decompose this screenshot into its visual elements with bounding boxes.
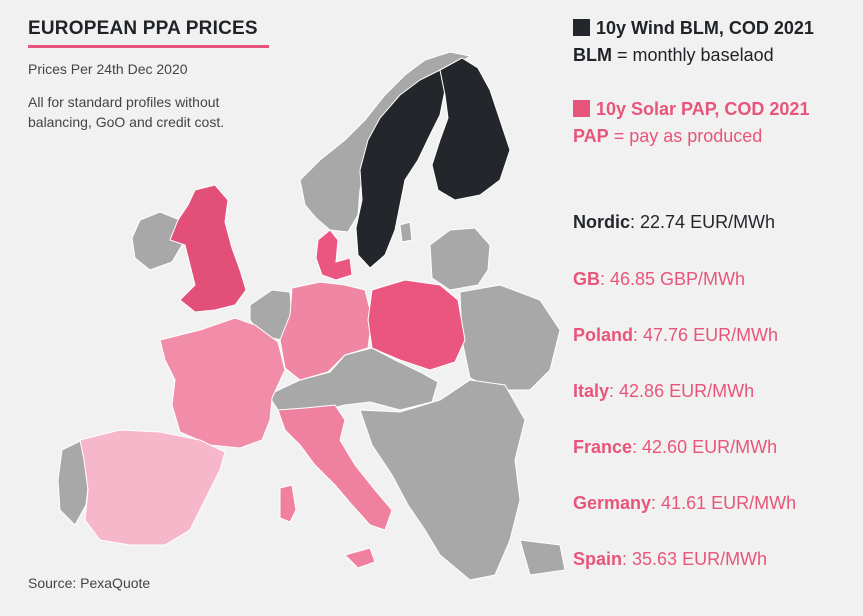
methodology-note: All for standard profiles without balanc… <box>28 94 225 130</box>
chart-title: EUROPEAN PPA PRICES <box>28 18 258 39</box>
price-value: : 42.60 EUR/MWh <box>632 437 778 457</box>
price-value: : 35.63 EUR/MWh <box>622 549 768 569</box>
wind-definition: = monthly baselaod <box>612 45 774 65</box>
solar-definition: = pay as produced <box>608 126 763 146</box>
wind-swatch <box>573 19 590 36</box>
region-spain <box>79 429 226 546</box>
subtitle: Prices Per 24th Dec 2020 <box>28 61 188 77</box>
price-spain: Spain: 35.63 EUR/MWh <box>573 549 767 570</box>
region-nordic <box>355 57 511 269</box>
region-sardinia <box>279 484 297 523</box>
price-nordic: Nordic: 22.74 EUR/MWh <box>573 212 775 233</box>
price-region: France <box>573 437 633 457</box>
solar-swatch <box>573 100 590 117</box>
price-gb: GB: 46.85 GBP/MWh <box>573 269 745 290</box>
other-countries <box>57 51 566 581</box>
region-germany <box>279 281 373 381</box>
price-region: GB <box>573 269 600 289</box>
region-france <box>159 317 286 449</box>
price-value: : 46.85 GBP/MWh <box>600 269 746 289</box>
region-gotland <box>399 221 413 243</box>
region-gb <box>169 184 247 313</box>
region-sicily <box>344 547 376 569</box>
region-baltics <box>429 227 491 291</box>
region-sweden <box>355 69 446 269</box>
region-italy <box>277 404 393 531</box>
region-poland <box>367 279 466 371</box>
region-finland <box>431 57 511 201</box>
region-east <box>459 284 561 391</box>
price-value: : 41.61 EUR/MWh <box>651 493 797 513</box>
wind-label: 10y Wind BLM, COD 2021 <box>596 18 814 38</box>
price-germany: Germany: 41.61 EUR/MWh <box>573 493 796 514</box>
solar-label: 10y Solar PAP, COD 2021 <box>596 99 810 119</box>
region-turkey <box>519 539 566 576</box>
source-credit: Source: PexaQuote <box>28 575 151 591</box>
price-region: Spain <box>573 549 623 569</box>
price-value: : 42.86 EUR/MWh <box>609 381 755 401</box>
legend-wind: 10y Wind BLM, COD 2021 BLM = monthly bas… <box>573 18 814 66</box>
price-italy: Italy: 42.86 EUR/MWh <box>573 381 754 402</box>
region-ireland <box>131 211 186 271</box>
title-underline <box>28 45 269 48</box>
price-poland: Poland: 47.76 EUR/MWh <box>573 325 778 346</box>
wind-abbr: BLM <box>573 45 612 65</box>
region-balkans <box>359 379 526 581</box>
solar-abbr: PAP <box>573 126 609 146</box>
price-region: Poland <box>573 325 634 345</box>
price-region: Italy <box>573 381 610 401</box>
price-region: Germany <box>573 493 652 513</box>
price-region: Nordic <box>573 212 631 232</box>
legend-solar: 10y Solar PAP, COD 2021 PAP = pay as pro… <box>573 99 809 147</box>
region-denmark <box>315 229 353 281</box>
price-france: France: 42.60 EUR/MWh <box>573 437 777 458</box>
price-value: : 22.74 EUR/MWh <box>630 212 776 232</box>
price-value: : 47.76 EUR/MWh <box>633 325 779 345</box>
